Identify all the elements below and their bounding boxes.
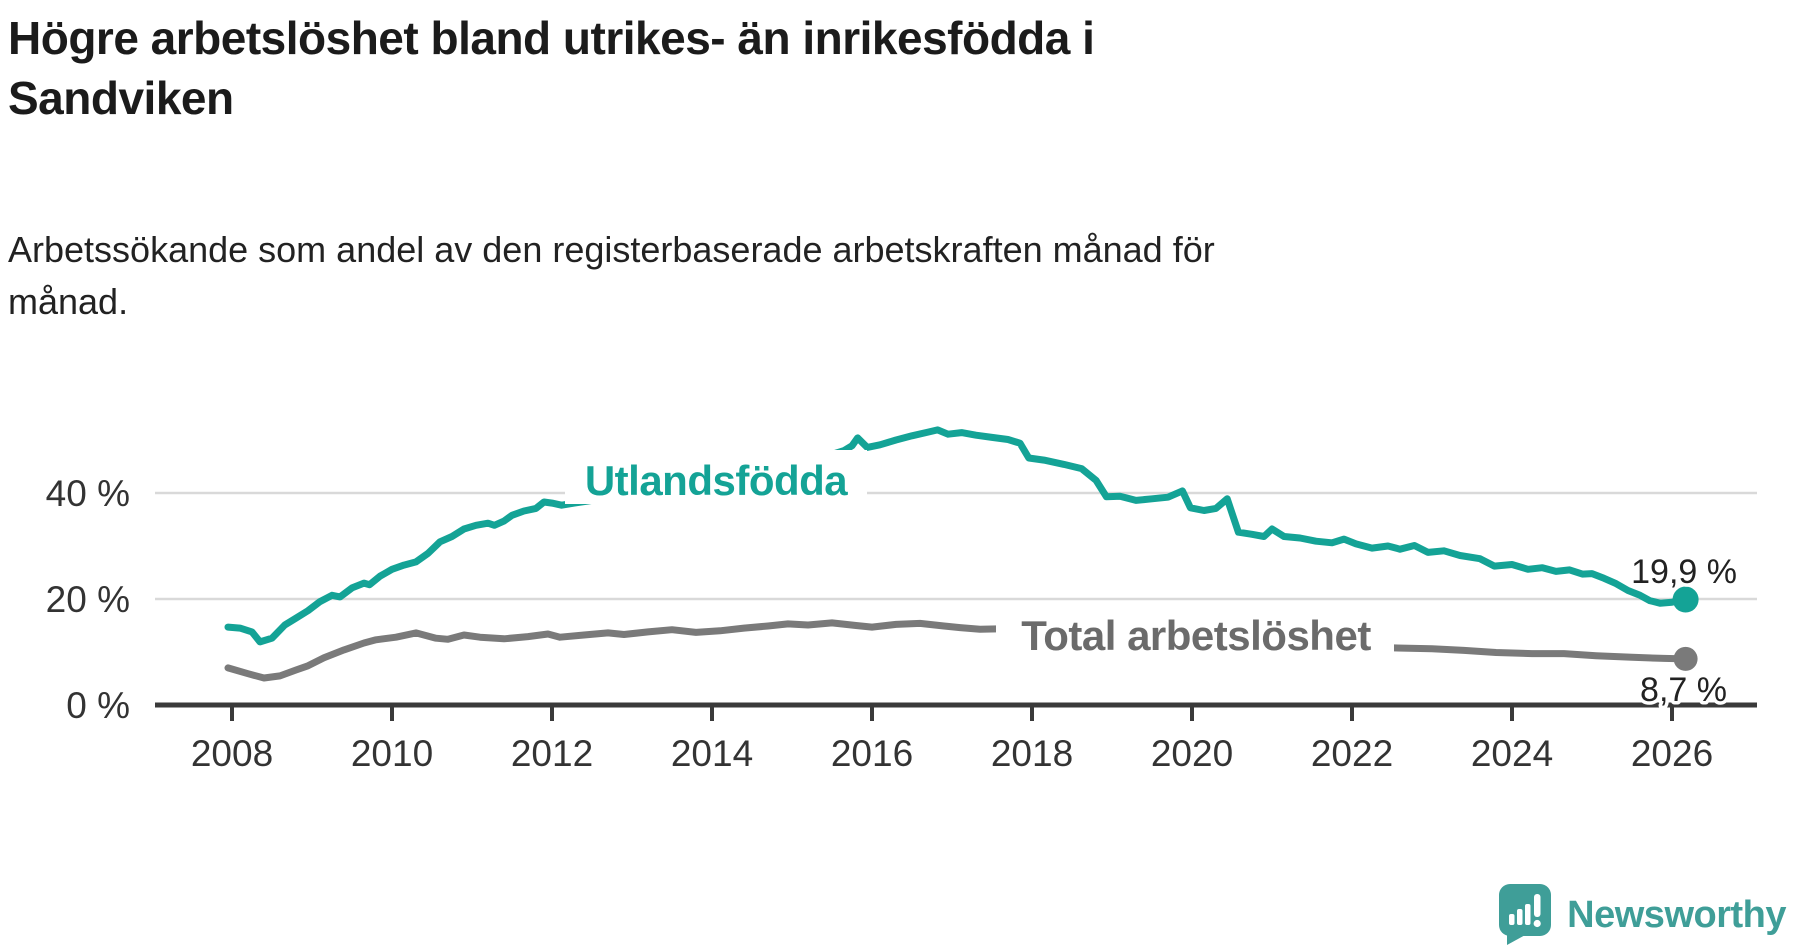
utlandsfodda-series-label: Utlandsfödda [585,457,848,504]
x-tick-label-2008: 2008 [191,733,273,774]
page-title-line2: Sandviken [8,72,234,124]
x-tick-label-2026: 2026 [1631,733,1713,774]
chart-subtitle-line1: Arbetssökande som andel av den registerb… [8,229,1215,270]
page-title-line1: Högre arbetslöshet bland utrikes- än inr… [8,12,1095,64]
utlandsfodda-end-dot [1672,586,1699,613]
total-arbetsloshet-label-backing [996,607,1394,663]
total-arbetsloshet-series-label: Total arbetslöshet [1021,612,1371,659]
chart-subtitle-line2: månad. [8,281,129,322]
newsworthy-logo-text: Newsworthy [1567,893,1786,936]
x-tick-label-2022: 2022 [1311,733,1393,774]
x-tick-label-2012: 2012 [511,733,593,774]
x-tick-label-2018: 2018 [991,733,1073,774]
utlandsfodda-label-backing [565,450,867,504]
x-tick-label-2024: 2024 [1471,733,1553,774]
x-tick-label-2020: 2020 [1151,733,1233,774]
total-arbetsloshet-line [224,619,1690,682]
x-tick-label-2016: 2016 [831,733,913,774]
y-tick-label-40: 40 % [46,473,130,514]
bar-chart-speech-bubble-icon [1499,884,1552,945]
utlandsfodda-line [224,426,1690,646]
y-tick-label-20: 20 % [46,579,130,620]
chart-subtitle: Arbetssökande som andel av den registerb… [8,224,1728,328]
x-tick-label-2010: 2010 [351,733,433,774]
x-tick-label-2014: 2014 [671,733,753,774]
total-arbetsloshet-end-dot [1673,646,1698,671]
total-arbetsloshet-end-value-label: 8,7 % [1640,671,1727,709]
page-title: Högre arbetslöshet bland utrikes- än inr… [8,8,1728,128]
newsworthy-logo: Newsworthy [1497,882,1786,948]
y-tick-label-0: 0 % [66,685,130,726]
utlandsfodda-end-value-label: 19,9 % [1631,553,1737,591]
